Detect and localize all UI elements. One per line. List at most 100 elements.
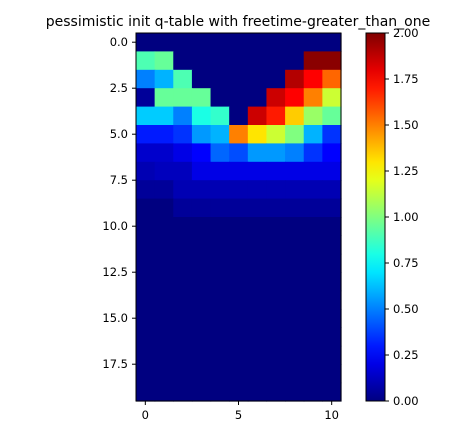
heatmap-cell — [247, 69, 268, 89]
heatmap-cell — [229, 272, 249, 292]
heatmap-cell — [154, 345, 174, 365]
heatmap-cell — [136, 235, 156, 255]
heatmap-cell — [154, 143, 174, 163]
heatmap-cell — [266, 51, 286, 71]
heatmap-cell — [229, 235, 249, 255]
y-tick-label: 15.0 — [102, 311, 128, 325]
heatmap-cell — [266, 345, 286, 365]
heatmap-cell — [154, 217, 174, 236]
heatmap-cell — [285, 125, 305, 144]
heatmap-cell — [247, 235, 268, 255]
heatmap-cell — [229, 309, 249, 328]
heatmap-cell — [303, 33, 323, 52]
heatmap-cell — [210, 69, 230, 89]
heatmap-cell — [191, 69, 212, 89]
heatmap-cell — [322, 198, 342, 218]
heatmap-cell — [266, 272, 286, 292]
heatmap-cell — [322, 69, 342, 89]
heatmap-cell — [303, 272, 323, 292]
heatmap-cell — [303, 217, 323, 236]
heatmap-cell — [229, 364, 249, 384]
heatmap-cell — [136, 382, 156, 402]
heatmap-cell — [247, 345, 268, 365]
heatmap-cell — [191, 180, 212, 200]
heatmap-cell — [303, 106, 323, 126]
x-tick-label: 0 — [142, 408, 149, 422]
y-tick-label: 17.5 — [102, 357, 128, 371]
heatmap-cell — [191, 33, 212, 52]
heatmap-cell — [210, 217, 230, 236]
heatmap-cell — [154, 235, 174, 255]
heatmap-cell — [322, 309, 342, 328]
heatmap-cell — [266, 198, 286, 218]
heatmap-cell — [173, 180, 193, 200]
heatmap-cell — [247, 272, 268, 292]
heatmap-cell — [247, 180, 268, 200]
heatmap-cell — [191, 51, 212, 71]
heatmap-cell — [229, 106, 249, 126]
heatmap-cell — [303, 345, 323, 365]
heatmap-cell — [266, 88, 286, 108]
heatmap-cell — [303, 51, 323, 71]
x-axis: 0 5 10 — [142, 401, 339, 422]
y-tick-label: 10.0 — [102, 219, 128, 233]
heatmap-cell — [229, 180, 249, 200]
heatmap-cell — [322, 106, 342, 126]
heatmap-cell — [285, 217, 305, 236]
heatmap-cell — [322, 253, 342, 273]
heatmap-cell — [191, 88, 212, 108]
heatmap-cell — [191, 125, 212, 144]
y-tick-label: 12.5 — [102, 265, 128, 279]
colorbar-axis: 0.00 0.25 0.50 0.75 1.00 1.25 1.50 1.75 2.00 — [385, 26, 419, 408]
heatmap-cell — [266, 364, 286, 384]
heatmap-cell — [210, 364, 230, 384]
heatmap-cell — [303, 309, 323, 328]
heatmap-cell — [229, 125, 249, 144]
colorbar-tick-label: 2.00 — [393, 26, 419, 40]
heatmap-cell — [229, 345, 249, 365]
heatmap-cell — [322, 33, 342, 52]
heatmap-cell — [191, 235, 212, 255]
heatmap-cell — [136, 180, 156, 200]
heatmap-cell — [229, 290, 249, 310]
heatmap-cell — [266, 290, 286, 310]
heatmap-cell — [173, 290, 193, 310]
heatmap-cell — [154, 106, 174, 126]
heatmap-cell — [322, 161, 342, 181]
x-tick-label: 10 — [324, 408, 339, 422]
heatmap-cell — [210, 198, 230, 218]
heatmap-cell — [154, 125, 174, 144]
heatmap-cell — [229, 161, 249, 181]
heatmap-cell — [173, 106, 193, 126]
heatmap-cell — [136, 253, 156, 273]
heatmap-cell — [136, 327, 156, 347]
heatmap-cell — [173, 382, 193, 402]
heatmap-cell — [285, 69, 305, 89]
heatmap-cell — [136, 198, 156, 218]
colorbar-tick-label: 1.25 — [393, 164, 419, 178]
heatmap-cell — [136, 345, 156, 365]
heatmap-cell — [173, 33, 193, 52]
heatmap-cell — [136, 309, 156, 328]
heatmap-cell — [136, 217, 156, 236]
heatmap-cell — [154, 272, 174, 292]
heatmap-cell — [303, 180, 323, 200]
heatmap-cell — [210, 345, 230, 365]
heatmap-cell — [210, 235, 230, 255]
heatmap-cell — [173, 235, 193, 255]
heatmap-cell — [229, 382, 249, 402]
heatmap-cell — [229, 88, 249, 108]
heatmap-cell — [303, 235, 323, 255]
chart-title: pessimistic init q-table with freetime-g… — [46, 14, 430, 30]
heatmap-cell — [210, 143, 230, 163]
heatmap-cell — [229, 198, 249, 218]
heatmap-cell — [154, 69, 174, 89]
heatmap-cell — [173, 364, 193, 384]
y-tick-label: 7.5 — [110, 173, 128, 187]
heatmap-cell — [266, 33, 286, 52]
heatmap-cell — [173, 161, 193, 181]
x-tick-label: 5 — [235, 408, 242, 422]
heatmap-cell — [210, 161, 230, 181]
heatmap-cell — [191, 327, 212, 347]
